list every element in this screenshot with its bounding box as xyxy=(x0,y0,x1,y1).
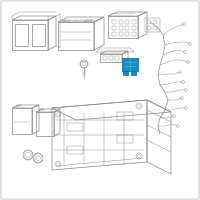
Polygon shape xyxy=(131,71,136,75)
Polygon shape xyxy=(123,71,128,75)
Polygon shape xyxy=(122,58,138,71)
